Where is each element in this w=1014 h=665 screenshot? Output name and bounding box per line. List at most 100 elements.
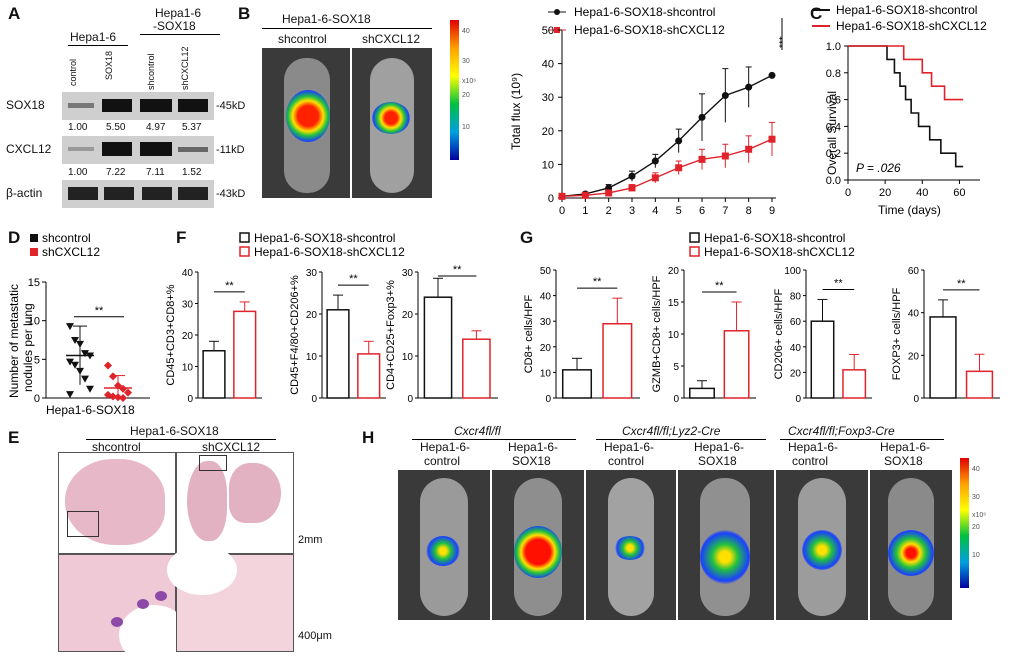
data-point [66, 323, 74, 331]
a-header-1: Hepa1-6 [70, 30, 117, 44]
scale-bar-label: 2mm [298, 534, 323, 546]
blot-value: 4.97 [146, 122, 166, 133]
bar [423, 296, 453, 399]
data-point [124, 388, 132, 397]
y-axis-label: CD8+ cells/HPF [523, 294, 535, 373]
bar [929, 316, 957, 399]
y-tick-label: 5 [673, 362, 679, 373]
y-tick-label: 0.2 [826, 148, 841, 160]
survival-curve [848, 45, 964, 101]
series-line [561, 74, 773, 198]
g-legend-item: Hepa1-6-SOX18-shcontrol [704, 231, 845, 245]
y-tick-label: 20 [306, 310, 318, 321]
h-genotype: Cxcr4fl/fl [454, 424, 501, 438]
b-legend-item: Hepa1-6-SOX18-shcontrol [574, 5, 715, 19]
h-label: SOX18 [884, 454, 923, 468]
y-tick-label: 10 [542, 159, 554, 171]
colorbar-tick: 30 [972, 494, 980, 501]
c-ylabel: Overall Survival [825, 91, 839, 175]
y-tick-label: 20 [542, 126, 554, 138]
a-header-2a: Hepa1-6 [155, 6, 202, 20]
y-axis-label: CD45+CD3+CD8+% [165, 284, 177, 385]
y-tick-label: 0 [673, 394, 679, 405]
data-point [581, 191, 589, 199]
h-label: control [792, 454, 829, 468]
data-point [745, 145, 753, 153]
y-tick-label: 1.0 [826, 41, 841, 53]
blot-value: 7.22 [106, 167, 126, 178]
blot-sox18 [62, 92, 214, 120]
y-axis-label: CD4+CD25+Foxp3+% [385, 280, 397, 390]
h-genotype: Cxcr4fl/fl;Lyz2-Cre [622, 424, 721, 438]
bar [357, 353, 381, 399]
significance-label: ** [593, 276, 602, 288]
bar-charts: 0 10 20 30 40 CD45+CD3+CD8+% ** 0 10 20 30 CD45+F4/… [165, 264, 1000, 405]
y-tick-label: 5 [34, 354, 40, 366]
mouse-image [352, 48, 432, 198]
panel-label-b: B [238, 4, 251, 23]
c-survival-chart: Overall Survival Time (days) Hepa1-6-SOX… [812, 3, 987, 217]
y-tick-label: 0 [795, 394, 801, 405]
data-point [119, 384, 127, 393]
bar-chart-g3: 0 20 40 60 80 100 CD206+ cells/HPF ** [773, 266, 872, 405]
bar [965, 370, 994, 399]
h-label: SOX18 [512, 454, 551, 468]
x-tick-label: 3 [629, 205, 635, 217]
blot-row-label: CXCL12 [6, 142, 52, 156]
y-tick-label: 10 [668, 330, 680, 341]
significance-label: ** [349, 273, 358, 285]
data-point [675, 164, 683, 172]
mouse-image [586, 470, 676, 620]
colorbar-unit: x10⁶ [972, 512, 987, 519]
y-tick-label: 30 [540, 317, 552, 328]
f-legend-item: Hepa1-6-SOX18-shcontrol [254, 231, 395, 245]
bar [602, 323, 633, 399]
histology-image [176, 452, 294, 554]
y-tick-label: 50 [542, 25, 554, 37]
data-point [109, 372, 117, 381]
significance-label: ** [715, 280, 724, 292]
y-tick-label: 10 [182, 363, 194, 374]
luminescence-colorbar [450, 20, 459, 160]
blot-value: 1.52 [182, 167, 202, 178]
mouse-image [870, 470, 952, 620]
blot-actin [62, 180, 214, 208]
y-tick-label: 0.8 [826, 68, 841, 80]
b-significance: *** [778, 36, 789, 48]
x-tick-label: 8 [746, 205, 752, 217]
bar [842, 369, 867, 399]
panel-label-g: G [520, 228, 534, 247]
data-point [698, 155, 706, 163]
h-label: control [608, 454, 645, 468]
y-tick-label: 15 [28, 277, 40, 289]
blot-row-label: SOX18 [6, 98, 45, 112]
data-point [109, 392, 117, 401]
y-tick-label: 20 [182, 331, 194, 342]
bar [810, 320, 835, 399]
c-legend-item: Hepa1-6-SOX18-shCXCL12 [836, 19, 987, 33]
y-tick-label: 60 [908, 266, 920, 277]
y-tick-label: 0 [913, 394, 919, 405]
y-tick-label: 15 [668, 298, 680, 309]
mouse-image [262, 48, 350, 198]
x-tick-label: 60 [953, 187, 965, 199]
colorbar-tick: 30 [462, 58, 470, 65]
x-tick-label: 5 [676, 205, 682, 217]
f-legend: Hepa1-6-SOX18-shcontrol Hepa1-6-SOX18-sh… [239, 231, 405, 259]
colorbar-tick: 10 [972, 552, 980, 559]
data-point [675, 137, 683, 145]
h-label: Hepa1-6- [880, 440, 931, 454]
y-tick-label: 0 [34, 393, 40, 405]
h-genotype: Cxcr4fl/fl;Foxp3-Cre [788, 424, 895, 438]
blot-row-label: β-actin [6, 186, 43, 200]
colorbar-tick: 20 [462, 92, 470, 99]
mouse-image [678, 470, 774, 620]
data-point [768, 135, 776, 143]
x-tick-label: 2 [606, 205, 612, 217]
histology-image [58, 554, 189, 665]
g-legend: Hepa1-6-SOX18-shcontrol Hepa1-6-SOX18-sh… [689, 231, 855, 259]
y-tick-label: 0.6 [826, 95, 841, 107]
y-tick-label: 10 [540, 368, 552, 379]
blot-cxcl12 [62, 136, 214, 164]
x-tick-label: 6 [699, 205, 705, 217]
